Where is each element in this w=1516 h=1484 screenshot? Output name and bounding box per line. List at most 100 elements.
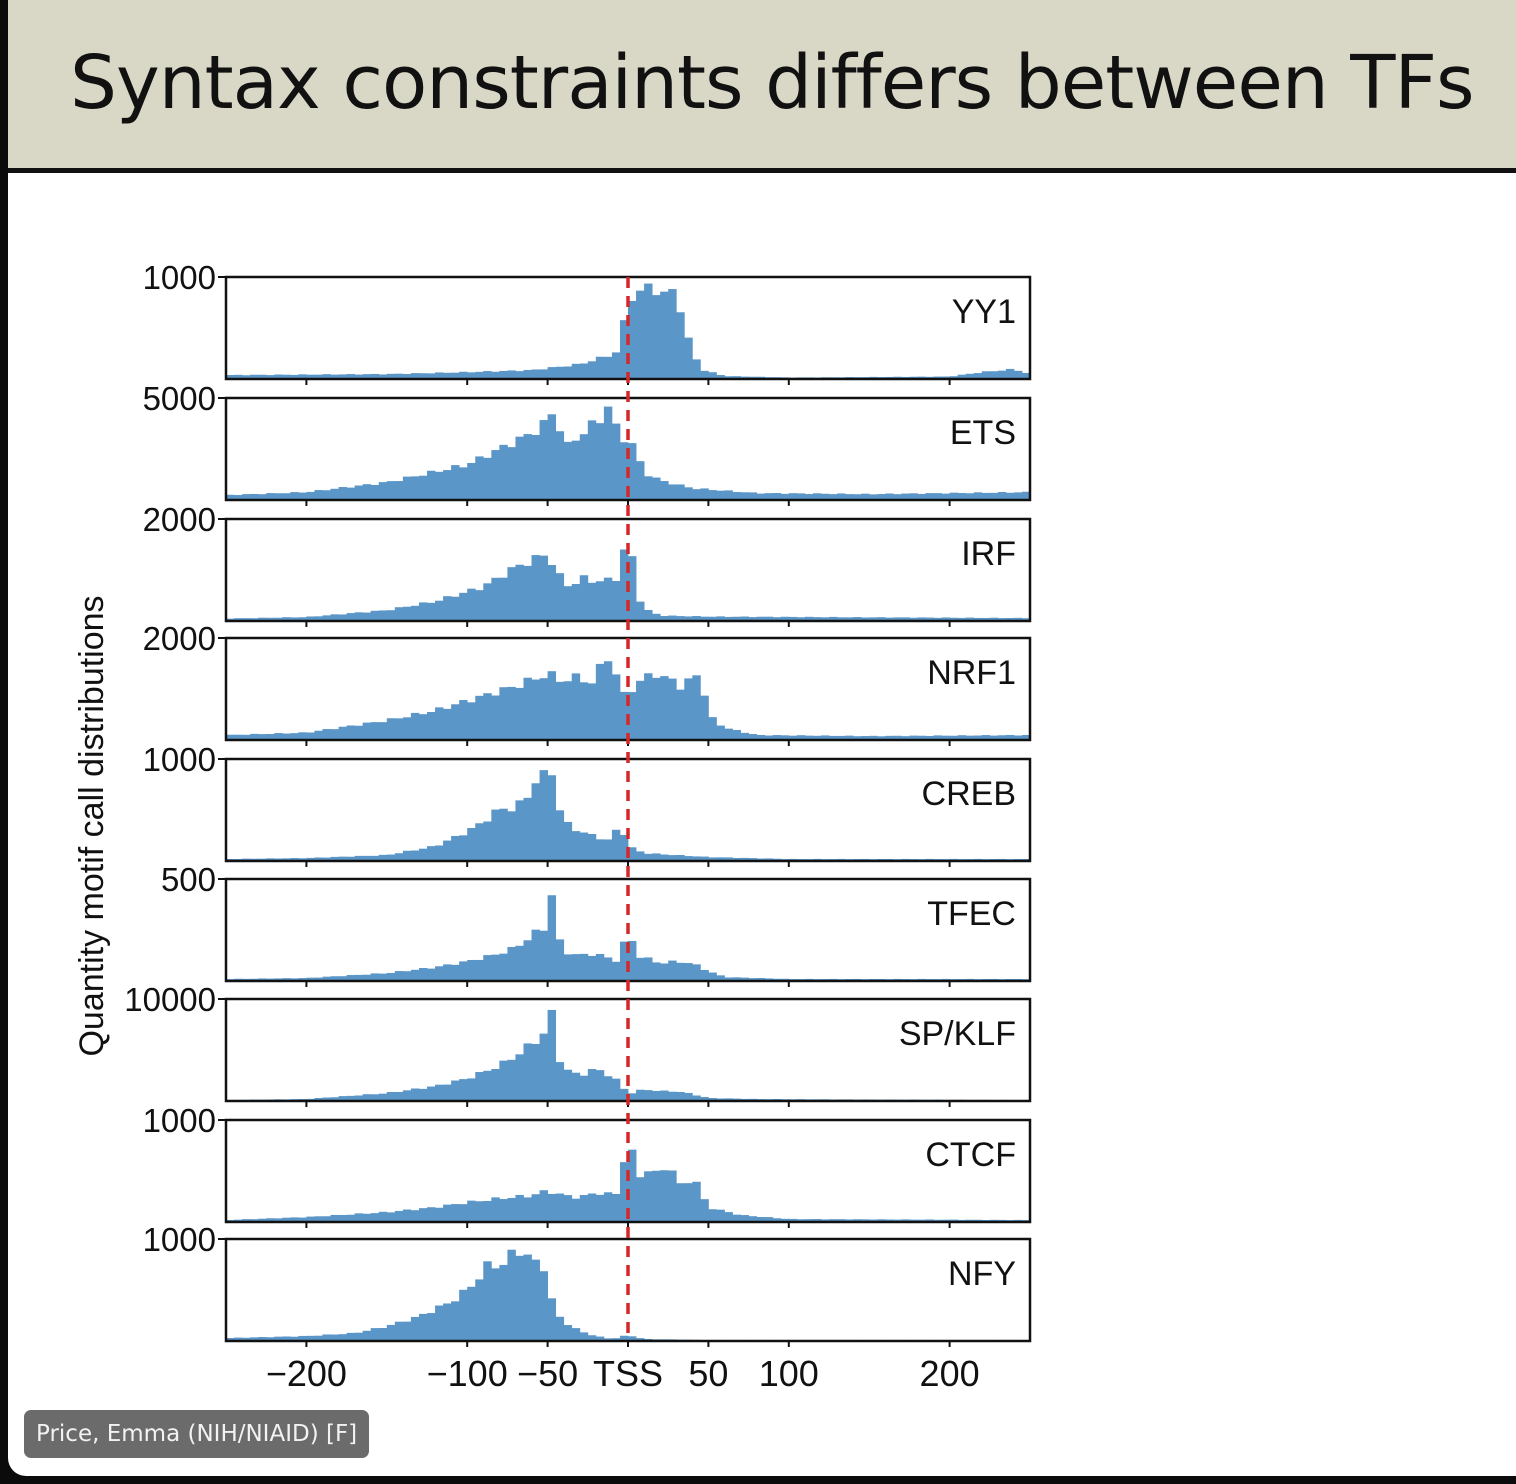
histogram-bar	[563, 1325, 573, 1341]
histogram-bar	[997, 370, 1007, 379]
histogram-bar	[499, 1264, 508, 1341]
histogram-bar	[507, 1197, 516, 1222]
histogram-bar	[619, 1335, 629, 1341]
histogram-bar	[266, 617, 275, 621]
histogram-bar	[467, 1078, 476, 1101]
histogram-bar	[563, 954, 573, 981]
histogram-bar	[427, 968, 436, 981]
histogram-bar	[941, 493, 950, 500]
histogram-bar	[314, 730, 323, 740]
histogram-bar	[804, 735, 814, 740]
histogram-bar	[378, 374, 388, 379]
histogram-bar	[820, 1219, 830, 1222]
histogram-bar	[965, 617, 975, 621]
histogram-bar	[660, 676, 669, 740]
histogram-bar	[226, 374, 235, 379]
histogram-bar	[370, 1213, 380, 1222]
histogram-bar	[250, 733, 259, 740]
histogram-bar	[611, 352, 621, 379]
histogram-bar	[491, 371, 500, 379]
histogram-bar	[483, 1200, 492, 1222]
histogram-bar	[467, 462, 476, 500]
histogram-bar	[1013, 735, 1023, 740]
histogram-bar	[772, 617, 782, 621]
histogram-bar	[603, 661, 613, 740]
histogram-bar	[917, 617, 926, 621]
histogram-bar	[531, 1194, 540, 1222]
histogram-bar	[853, 494, 862, 500]
histogram-bar	[282, 733, 291, 740]
y-tick-label: 5000	[143, 380, 216, 417]
histogram-bar	[475, 456, 484, 500]
histogram-bar	[314, 374, 323, 379]
histogram-bar	[346, 374, 356, 379]
histogram-bar	[909, 735, 918, 740]
histogram-bar	[628, 1093, 637, 1101]
histogram-bar	[338, 1215, 347, 1222]
histogram-bar	[692, 964, 701, 981]
histogram-bar	[467, 1286, 476, 1341]
histogram-bar	[756, 734, 766, 740]
histogram-bar	[362, 612, 372, 621]
histogram-bar	[668, 1170, 677, 1222]
histogram-bar	[595, 954, 605, 981]
histogram-bar	[547, 367, 557, 379]
x-tick-label: 200	[920, 1353, 980, 1394]
histogram-bar	[611, 1338, 621, 1341]
histogram-bar	[684, 678, 693, 740]
histogram-bar	[845, 494, 854, 500]
histogram-bar	[290, 858, 299, 861]
histogram-bar	[306, 1335, 315, 1341]
histogram-bar	[443, 840, 452, 861]
histogram-bar	[483, 371, 492, 379]
histogram-bar	[756, 616, 766, 621]
histogram-bar	[555, 431, 565, 500]
histogram-bar	[764, 858, 774, 861]
histogram-bar	[483, 1261, 492, 1341]
histogram-bar	[716, 490, 725, 500]
histogram-bar	[443, 1303, 452, 1341]
histogram-bar	[499, 687, 508, 740]
histogram-bar	[290, 733, 299, 740]
histogram-bar	[354, 1095, 364, 1101]
histogram-bar	[724, 977, 733, 981]
histogram-bar	[507, 1059, 516, 1101]
histogram-bar	[933, 617, 942, 621]
histogram-bar	[579, 953, 589, 981]
histogram-bar	[981, 735, 991, 740]
histogram-bar	[628, 556, 637, 621]
histogram-bar	[330, 1097, 339, 1101]
histogram-bar	[298, 1217, 307, 1222]
histogram-bar	[571, 1328, 581, 1341]
histogram-bar	[467, 702, 476, 740]
histogram-bar	[459, 467, 468, 500]
histogram-bar	[475, 1279, 484, 1341]
histogram-bar	[515, 436, 524, 500]
histogram-bar	[282, 1336, 291, 1341]
histogram-bar	[443, 708, 452, 740]
histogram-bar	[370, 1094, 380, 1101]
histogram-bar	[1021, 372, 1031, 379]
histogram-bar	[266, 1337, 275, 1341]
histogram-bar	[435, 845, 444, 861]
histogram-bar	[676, 854, 685, 861]
y-tick-label: 500	[161, 861, 216, 898]
histogram-bar	[973, 492, 983, 500]
histogram-bar	[394, 971, 404, 981]
histogram-bar	[378, 854, 388, 861]
histogram-bar	[507, 567, 516, 621]
histogram-bar	[861, 736, 870, 740]
histogram-bar	[869, 735, 878, 740]
histogram-bar	[298, 858, 307, 861]
histogram-bar	[298, 374, 307, 379]
histogram-bar	[877, 617, 886, 621]
histogram-bar	[346, 856, 356, 861]
histogram-bar	[595, 581, 605, 621]
histogram-bar	[901, 1219, 910, 1222]
histogram-bar	[676, 1091, 685, 1101]
histogram-bar	[595, 1336, 605, 1341]
histogram-bar	[668, 1091, 677, 1101]
histogram-bar	[258, 734, 267, 740]
histogram-bar	[587, 420, 597, 500]
presenter-name-tag: Price, Emma (NIH/NIAID) [F]	[24, 1410, 370, 1458]
